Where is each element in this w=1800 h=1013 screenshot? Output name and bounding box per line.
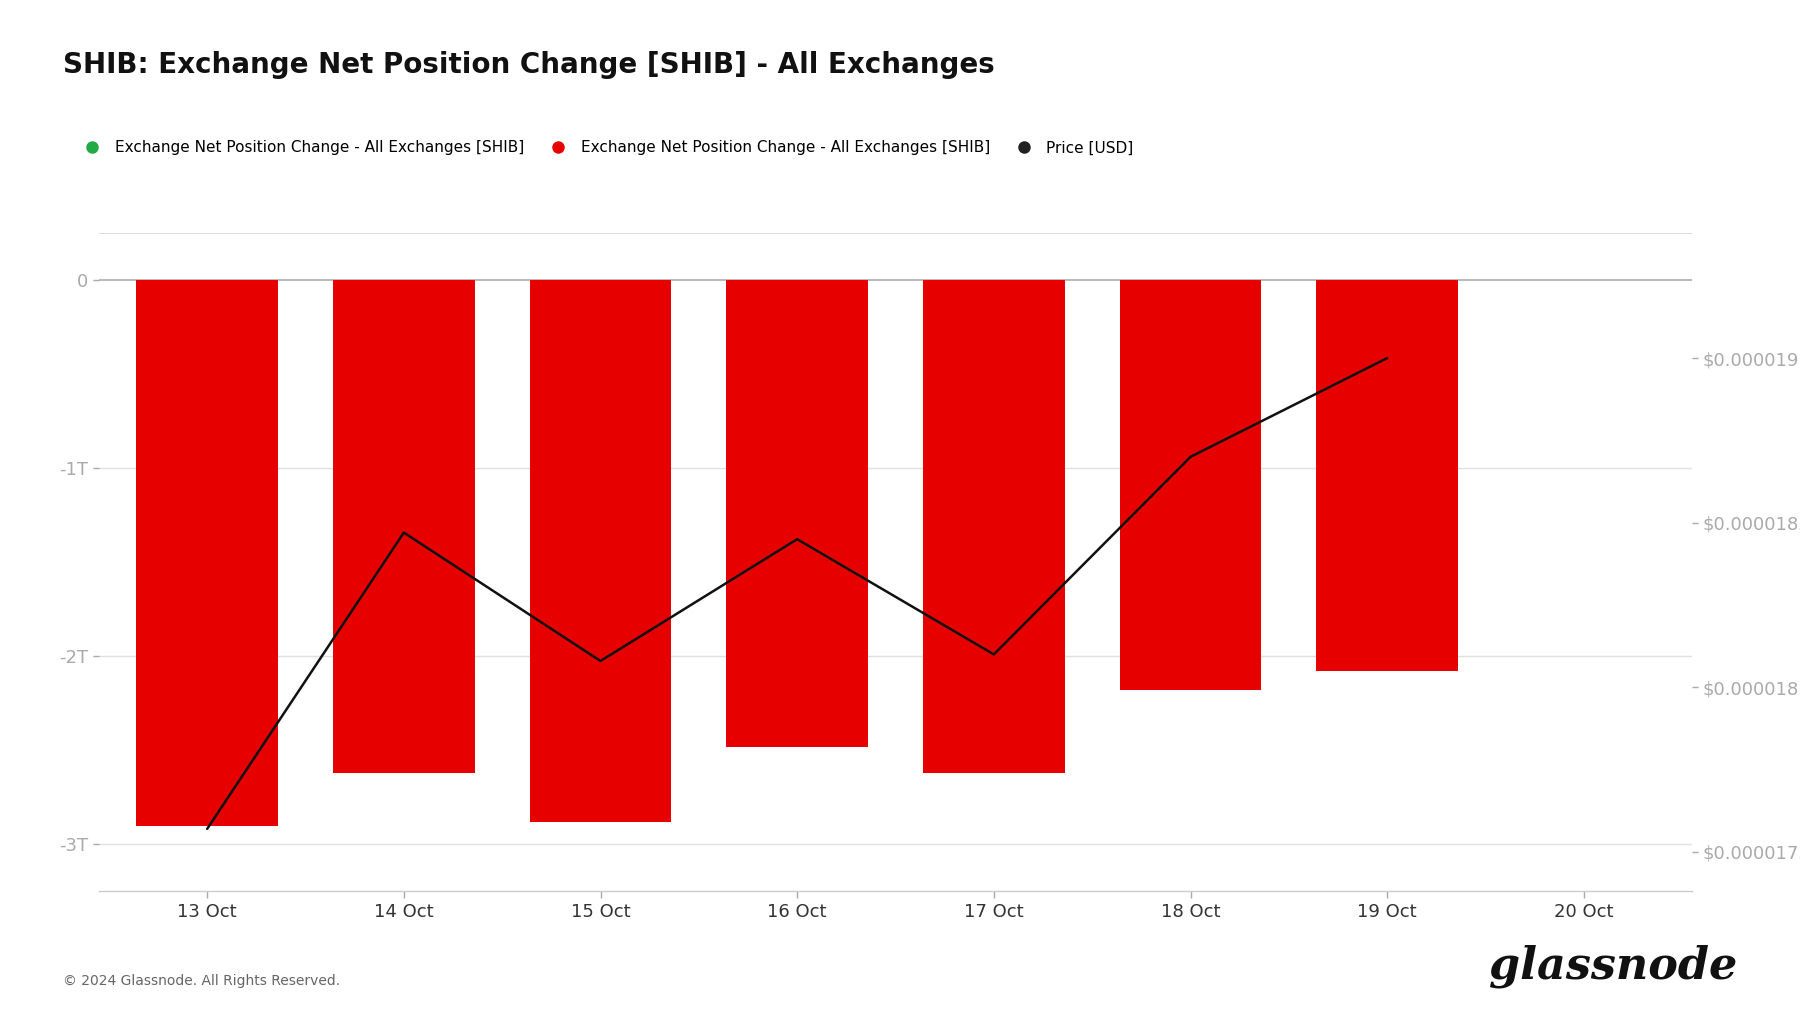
Text: SHIB: Exchange Net Position Change [SHIB] - All Exchanges: SHIB: Exchange Net Position Change [SHIB…	[63, 51, 995, 79]
Bar	[727, 280, 868, 747]
Bar	[1120, 280, 1262, 690]
Bar	[923, 280, 1064, 773]
Text: glassnode: glassnode	[1489, 944, 1737, 988]
Legend: Exchange Net Position Change - All Exchanges [SHIB], Exchange Net Position Chang: Exchange Net Position Change - All Excha…	[70, 135, 1139, 161]
Bar	[137, 280, 277, 826]
Bar	[529, 280, 671, 822]
Bar	[333, 280, 475, 773]
Bar	[1316, 280, 1458, 672]
Text: © 2024 Glassnode. All Rights Reserved.: © 2024 Glassnode. All Rights Reserved.	[63, 973, 340, 988]
